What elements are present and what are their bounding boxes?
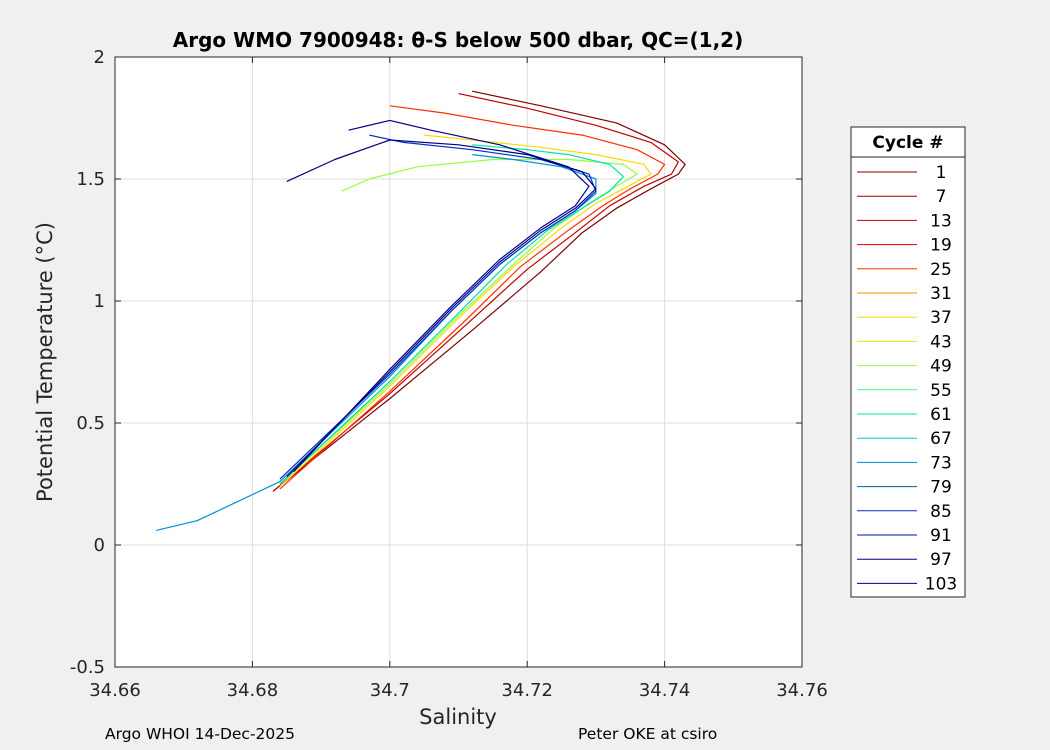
y-tick-label: 0 bbox=[94, 535, 105, 556]
x-tick-label: 34.66 bbox=[89, 680, 141, 701]
legend-label-cycle-67: 67 bbox=[930, 429, 952, 449]
series-line-cycle-13 bbox=[272, 93, 679, 492]
legend-title: Cycle # bbox=[872, 133, 943, 153]
series-line-cycle-103 bbox=[293, 119, 590, 473]
y-tick-label: -0.5 bbox=[70, 657, 105, 678]
plot-frame bbox=[114, 56, 803, 668]
series-lines bbox=[156, 90, 686, 531]
chart-title: Argo WMO 7900948: θ-S below 500 dbar, QC… bbox=[173, 28, 743, 52]
legend-label-cycle-31: 31 bbox=[930, 284, 952, 304]
y-tick-label: 0.5 bbox=[76, 413, 105, 434]
y-axis-label: Potential Temperature (°C) bbox=[33, 222, 57, 502]
legend-label-cycle-61: 61 bbox=[930, 405, 952, 425]
legend: Cycle # 1 7 13 19 25 31 37 43 49 55 61 67 73 79 85 91 97… bbox=[850, 126, 966, 598]
legend-label-cycle-55: 55 bbox=[930, 381, 952, 401]
legend-label-cycle-13: 13 bbox=[930, 211, 952, 231]
legend-label-cycle-1: 1 bbox=[936, 163, 947, 183]
x-axis-label: Salinity bbox=[419, 705, 497, 729]
series-line-cycle-49 bbox=[279, 158, 638, 485]
footer-source: Argo WHOI 14-Dec-2025 bbox=[105, 725, 295, 743]
series-line-cycle-85 bbox=[279, 134, 597, 480]
series-line-cycle-25 bbox=[279, 105, 666, 490]
footer-author: Peter OKE at csiro bbox=[578, 725, 718, 743]
y-tick-label: 1 bbox=[94, 291, 105, 312]
x-tick-label: 34.74 bbox=[639, 680, 691, 701]
legend-label-cycle-91: 91 bbox=[930, 526, 952, 546]
series-line-cycle-37 bbox=[279, 134, 652, 487]
legend-label-cycle-25: 25 bbox=[930, 260, 952, 280]
legend-label-cycle-97: 97 bbox=[930, 550, 952, 570]
y-tick-label: 1.5 bbox=[76, 169, 105, 190]
legend-label-cycle-103: 103 bbox=[925, 574, 957, 594]
axis-ticks: 34.66 34.68 34.7 34.72 34.74 34.76 -0.5 0 0.5 1 1.… bbox=[70, 47, 828, 701]
y-tick-label: 2 bbox=[94, 47, 105, 68]
legend-label-cycle-73: 73 bbox=[930, 453, 952, 473]
plot-area bbox=[115, 57, 802, 667]
x-tick-label: 34.7 bbox=[370, 680, 410, 701]
legend-box bbox=[850, 126, 966, 598]
legend-label-cycle-37: 37 bbox=[930, 308, 952, 328]
legend-label-cycle-85: 85 bbox=[930, 502, 952, 522]
series-line-cycle-97 bbox=[286, 139, 597, 478]
legend-label-cycle-79: 79 bbox=[930, 478, 952, 498]
series-line-cycle-1 bbox=[272, 90, 686, 492]
legend-label-cycle-43: 43 bbox=[930, 332, 952, 352]
legend-label-cycle-7: 7 bbox=[936, 187, 947, 207]
legend-entries: 1 7 13 19 25 31 37 43 49 55 61 67 73 79 85 91 97 103 bbox=[857, 163, 957, 594]
x-tick-label: 34.72 bbox=[501, 680, 553, 701]
grid bbox=[115, 57, 802, 667]
series-line-cycle-61 bbox=[279, 144, 625, 485]
legend-label-cycle-49: 49 bbox=[930, 357, 952, 377]
legend-label-cycle-19: 19 bbox=[930, 236, 952, 256]
x-tick-label: 34.68 bbox=[227, 680, 279, 701]
x-tick-label: 34.76 bbox=[776, 680, 828, 701]
